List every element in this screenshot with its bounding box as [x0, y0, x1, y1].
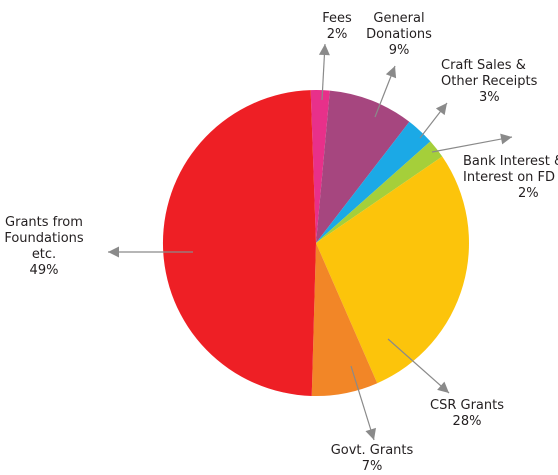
slice-label-line: Grants from: [5, 215, 83, 230]
pie-slice: [316, 90, 410, 243]
arrowhead-icon: [437, 381, 449, 393]
slice-label-line: Govt. Grants: [331, 443, 414, 458]
slice-label-line: 28%: [453, 414, 482, 429]
slice-label-line: Bank Interest &: [463, 154, 558, 169]
pie-slice: [311, 243, 378, 396]
slice-label-line: Fees: [322, 11, 352, 26]
slice-label: Grants from Foundations etc. 49%: [4, 215, 84, 278]
pie-slice: [162, 90, 316, 396]
slice-label-line: Interest on FD: [463, 170, 555, 185]
slice-labels: Fees 2%General Donations 9%Craft Sales & Oth…: [4, 11, 558, 474]
leader-line: [350, 365, 375, 441]
slice-label-line: 2%: [518, 186, 539, 201]
slice-label-line: Donations: [366, 27, 432, 42]
slice-label: General Donations 9%: [366, 11, 432, 58]
slice-label-line: etc.: [32, 247, 56, 262]
leader-lines: [108, 43, 513, 441]
slice-label-line: 7%: [362, 459, 383, 474]
pie-slice: [316, 156, 469, 384]
pie-slice: [316, 121, 431, 243]
arrowhead-icon: [500, 133, 512, 145]
slice-label-line: 2%: [327, 27, 348, 42]
slice-label-line: CSR Grants: [430, 398, 504, 413]
arrowhead-icon: [365, 427, 376, 440]
arrowhead-icon: [435, 103, 447, 116]
slice-label: Govt. Grants 7%: [331, 443, 414, 474]
slice-label: Fees 2%: [322, 11, 352, 42]
slice-label-line: 49%: [30, 263, 59, 278]
slice-label: CSR Grants 28%: [430, 398, 504, 429]
arrowhead-icon: [108, 246, 119, 258]
slice-label-line: 3%: [479, 90, 500, 105]
slice-label-line: 9%: [389, 43, 410, 58]
slice-label-line: Other Receipts: [441, 74, 538, 89]
pie-slice: [310, 89, 330, 243]
leader-line: [431, 136, 513, 153]
pie-slices: [162, 89, 469, 396]
leader-line: [387, 338, 450, 394]
pie-slice: [316, 141, 443, 243]
slice-label-line: General: [373, 11, 424, 26]
slice-label-line: Foundations: [4, 231, 84, 246]
slice-label-line: Craft Sales &: [441, 58, 526, 73]
slice-label: Bank Interest & Interest on FD 2%: [463, 154, 558, 201]
slice-label: Craft Sales & Other Receipts 3%: [441, 58, 538, 105]
arrowhead-icon: [318, 44, 330, 56]
arrowhead-icon: [385, 66, 397, 79]
